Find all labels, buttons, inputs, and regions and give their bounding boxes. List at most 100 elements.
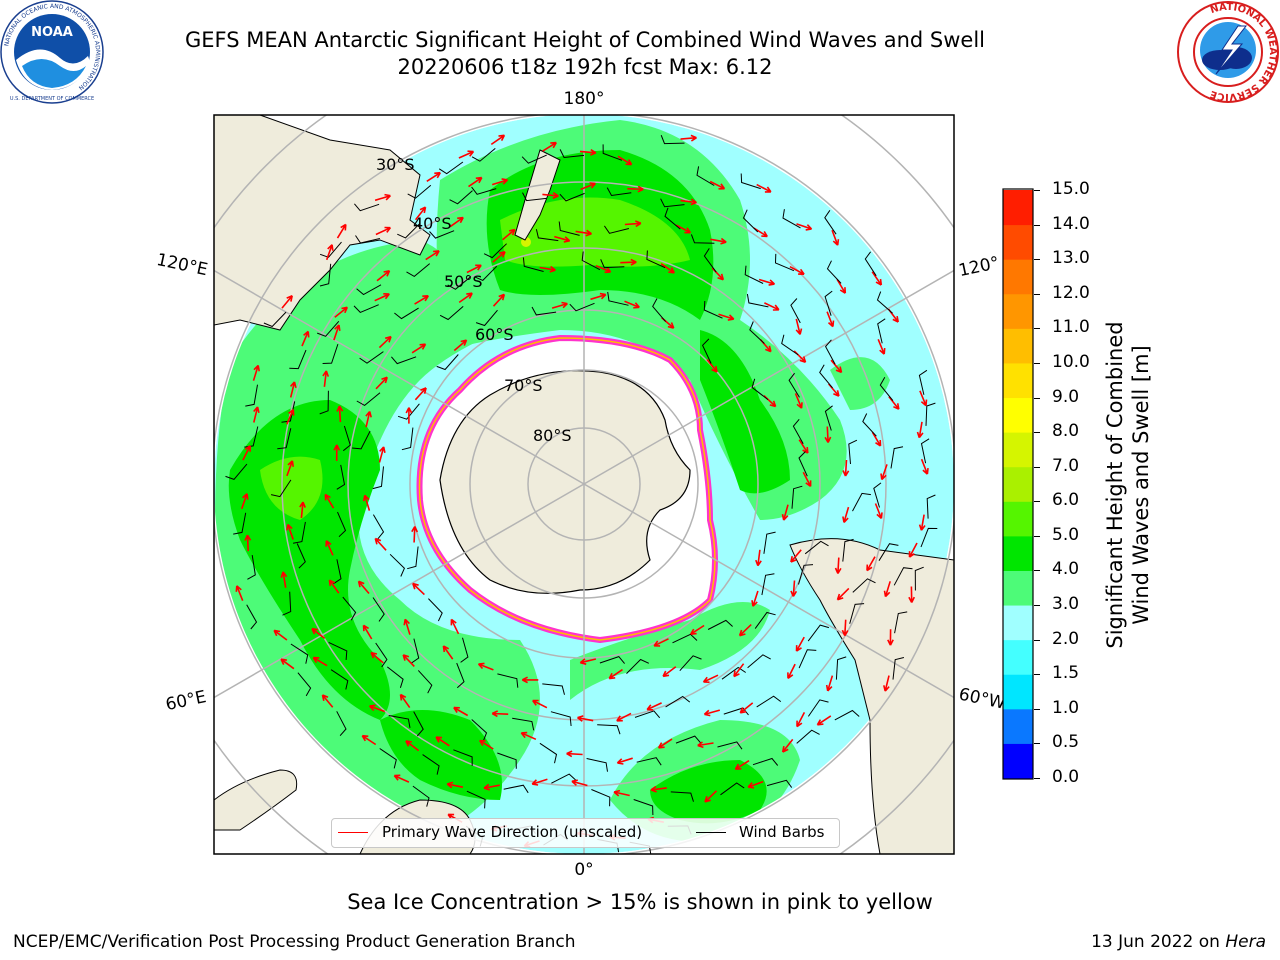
wind-barb [246, 604, 258, 630]
colorbar-tick-mark [1034, 190, 1040, 191]
wave-direction-arrow [311, 627, 326, 640]
wind-barb [877, 318, 886, 344]
colorbar-tick-mark [1034, 293, 1040, 295]
wave-direction-arrow [446, 781, 464, 789]
colorbar-tick-mark [1034, 466, 1040, 468]
wind-barb [397, 223, 420, 239]
vector-layer [225, 134, 938, 854]
wind-barb [355, 235, 381, 244]
wind-barb [456, 662, 465, 689]
wind-barb [586, 758, 608, 772]
wind-barb [512, 717, 535, 731]
wind-barb [752, 757, 779, 766]
wind-barb [763, 531, 776, 554]
wave-direction-arrow [660, 263, 676, 274]
wind-barb [696, 166, 715, 186]
wave-direction-arrow [334, 306, 349, 318]
wave-direction-arrow [502, 228, 516, 241]
wind-barb [834, 709, 860, 721]
noaa-logo: NOAA NATIONAL OCEANIC AND ATMOSPHERIC AD… [0, 0, 104, 104]
wind-barb [602, 144, 623, 161]
colorbar-tick-label: 0.0 [1052, 767, 1080, 787]
wave-direction-arrow [733, 663, 745, 678]
colorbar [1002, 188, 1034, 780]
wind-barb [438, 161, 464, 175]
wind-barb [336, 711, 347, 737]
wind-barb [356, 284, 382, 296]
wave-direction-arrow [336, 405, 344, 423]
wave-direction-arrow [435, 736, 450, 747]
wind-barb [483, 243, 507, 259]
lon-label-120e: 120°E [155, 250, 210, 280]
wave-direction-arrow [235, 585, 244, 601]
legend-wind-label: Wind Barbs [739, 823, 825, 841]
wave-direction-arrow [675, 224, 692, 234]
colorbar-band [1003, 293, 1033, 329]
colorbar-band [1003, 362, 1033, 399]
wind-barb [389, 553, 405, 577]
wave-direction-arrow [490, 134, 506, 146]
wind-barb [407, 184, 432, 199]
lat-label-30s: 30°S [376, 155, 415, 174]
noaa-bottom-text: U.S. DEPARTMENT OF COMMERCE [10, 96, 94, 102]
wind-barb [862, 413, 877, 437]
wave-direction-arrow [871, 431, 882, 447]
lat-label-80s: 80°S [533, 426, 572, 445]
wind-barb [270, 479, 292, 498]
wind-barb [422, 754, 440, 775]
colorbar-tick-mark [1034, 674, 1040, 676]
wind-barb [449, 190, 473, 205]
wave-direction-arrow [836, 278, 847, 294]
wave-direction-arrow [887, 629, 894, 646]
wind-barb [559, 192, 585, 202]
wave-direction-arrow [321, 694, 334, 708]
wind-barb [606, 187, 632, 197]
wave-direction-arrow [579, 658, 597, 665]
wave-direction-arrow [883, 675, 890, 692]
wind-barb [531, 306, 557, 316]
colorbar-band [1003, 605, 1033, 641]
colorbar-label-line1: Significant Height of Combined [1103, 321, 1127, 649]
wave-direction-arrow [405, 740, 420, 752]
wave-direction-arrow [491, 178, 509, 186]
wind-barb [751, 378, 769, 400]
wave-direction-arrow [491, 710, 509, 718]
wave-field-4to5m-south-indian [380, 710, 502, 800]
wave-direction-arrow [442, 645, 454, 660]
wind-barb [918, 369, 928, 395]
wind-barb [497, 673, 519, 688]
wave-direction-arrow [403, 618, 411, 635]
wave-direction-arrow [240, 493, 249, 510]
wind-barb [660, 198, 685, 208]
wave-direction-arrow [781, 504, 789, 521]
colorbar-label: Significant Height of Combined Wind Wave… [1102, 275, 1154, 695]
wave-direction-arrow [704, 790, 718, 803]
wave-direction-arrow [579, 149, 597, 156]
wave-direction-arrow [411, 343, 427, 354]
colorbar-tick-mark [1034, 501, 1040, 503]
wind-barb [717, 741, 743, 750]
wind-barb [447, 276, 472, 290]
wind-barb [550, 711, 572, 727]
wave-direction-arrow [253, 406, 260, 423]
wave-direction-arrow [299, 501, 306, 518]
australia-land [214, 115, 431, 331]
wave-direction-arrow [322, 370, 330, 387]
colorbar-tick-label: 5.0 [1052, 524, 1080, 545]
wind-barb [774, 253, 795, 272]
colorbar-tick-mark [1034, 259, 1040, 261]
wind-barb [599, 656, 625, 664]
wave-direction-arrow [918, 514, 926, 531]
wind-barb [660, 135, 685, 145]
wind-barb [920, 438, 930, 464]
wind-barb [535, 229, 559, 242]
wave-direction-arrow [616, 757, 633, 765]
wind-barb [876, 291, 893, 314]
colorbar-tick-label: 6.0 [1052, 490, 1080, 511]
wind-barb [337, 511, 347, 538]
wave-direction-arrow [836, 587, 850, 601]
wave-direction-arrow [595, 264, 612, 274]
wave-direction-arrow [369, 704, 385, 713]
wave-field-3to4m-east [830, 357, 890, 410]
sea-ice-note: Sea Ice Concentration > 15% is shown in … [347, 890, 933, 914]
